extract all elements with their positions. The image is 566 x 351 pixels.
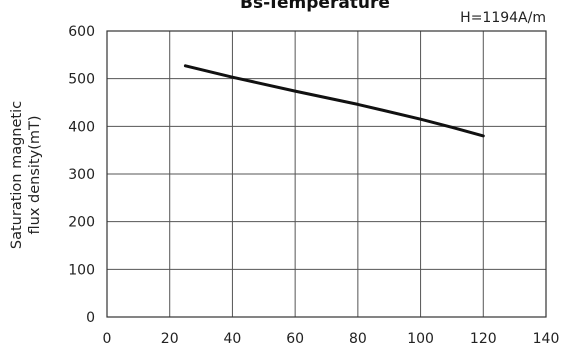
x-tick-label: 80 <box>349 331 367 347</box>
x-tick-label: 20 <box>161 331 179 347</box>
y-tick-label: 600 <box>68 24 95 40</box>
x-axis-ticks: 0 20 40 60 80 100 120 140 <box>103 331 560 347</box>
x-tick-label: 0 <box>103 331 112 347</box>
x-tick-label: 120 <box>470 331 497 347</box>
grid <box>106 30 547 318</box>
plot-border <box>106 30 547 318</box>
y-tick-label: 0 <box>86 310 95 326</box>
y-tick-label: 300 <box>68 167 95 183</box>
plot-frame <box>106 30 547 318</box>
series-line <box>183 64 485 138</box>
field-annotation: H=1194A/m <box>460 10 546 26</box>
y-axis-title-line-1: Saturation magnetic <box>9 101 25 249</box>
y-tick-label: 200 <box>68 215 95 231</box>
y-axis-title: Saturation magnetic flux density(mT) <box>9 101 43 249</box>
y-axis-title-line-2: flux density(mT) <box>27 116 43 235</box>
series-layer <box>183 64 485 138</box>
x-tick-label: 60 <box>286 331 304 347</box>
y-tick-label: 400 <box>68 119 95 135</box>
y-axis-ticks: 0 100 200 300 400 500 600 <box>68 24 95 326</box>
x-tick-label: 140 <box>533 331 560 347</box>
x-tick-label: 40 <box>224 331 242 347</box>
x-tick-label: 100 <box>407 331 434 347</box>
chart-title: Bs-Temperature <box>240 0 390 13</box>
y-tick-label: 500 <box>68 72 95 88</box>
y-tick-label: 100 <box>68 262 95 278</box>
